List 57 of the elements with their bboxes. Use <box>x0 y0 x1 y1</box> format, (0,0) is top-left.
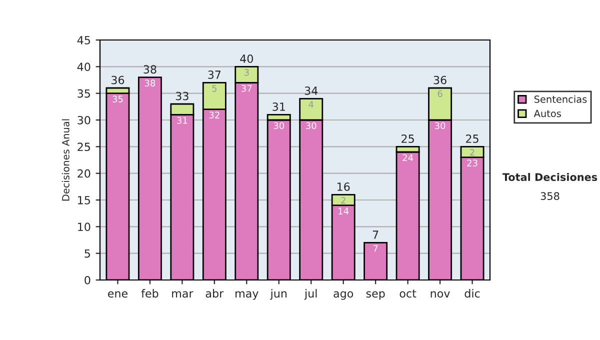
total-label: 36 <box>112 76 124 84</box>
x-tick-label: sep <box>366 291 385 300</box>
y-axis-title: Decisiones Anual <box>62 119 70 201</box>
total-label: 16 <box>338 182 350 191</box>
data-label: 2 <box>341 196 346 204</box>
data-label: 2 <box>470 148 474 156</box>
data-label: 37 <box>242 84 252 92</box>
y-tick-label: 5 <box>84 249 90 258</box>
y-tick-label: 20 <box>78 169 90 178</box>
total-label: 37 <box>208 70 221 79</box>
y-tick-label: 30 <box>78 116 90 124</box>
y-tick-label: 35 <box>78 89 90 98</box>
total-label: 31 <box>272 102 285 111</box>
x-tick-label: dic <box>464 289 480 298</box>
data-label: 32 <box>209 112 220 118</box>
data-label: 14 <box>338 208 349 214</box>
total-label: 33 <box>176 92 188 100</box>
x-tick-label: ene <box>108 291 128 298</box>
total-label: 25 <box>466 134 478 143</box>
legend-label: Sentencias <box>534 95 587 103</box>
total-label: 40 <box>240 54 253 63</box>
x-tick-label: feb <box>141 289 158 298</box>
x-tick-label: nov <box>430 291 450 298</box>
y-tick-label: 45 <box>77 36 90 44</box>
data-label: 4 <box>308 101 314 108</box>
data-label: 7 <box>373 245 378 252</box>
total-label: 38 <box>144 65 156 74</box>
data-label: 30 <box>274 122 284 130</box>
data-label: 5 <box>212 85 217 92</box>
y-tick-label: 10 <box>78 222 90 232</box>
x-tick-label: mar <box>172 291 194 298</box>
text: 358 <box>540 192 560 200</box>
legend-label: Autos <box>534 110 561 118</box>
x-tick-label: oct <box>400 290 416 298</box>
data-label: 3 <box>244 68 249 76</box>
x-tick-label: jun <box>270 289 287 300</box>
y-tick-label: 40 <box>77 62 90 72</box>
total-label: 34 <box>304 86 318 95</box>
y-tick-label: 15 <box>78 196 90 204</box>
data-label: 30 <box>306 122 316 130</box>
x-tick-label: may <box>236 291 258 300</box>
x-tick-label: abr <box>206 289 224 298</box>
y-tick-label: 25 <box>78 142 90 152</box>
data-label: 31 <box>177 116 188 124</box>
data-label: 24 <box>402 154 414 161</box>
y-tick-label: 0 <box>84 276 90 284</box>
data-label: 35 <box>112 96 123 102</box>
x-tick-label: jul <box>304 289 317 300</box>
x-tick-label: ago <box>334 291 354 300</box>
total-label: 7 <box>372 230 378 239</box>
total-label: 36 <box>434 76 446 84</box>
data-label: 30 <box>434 122 446 130</box>
data-label: 23 <box>467 160 478 166</box>
text: Total Decisiones <box>502 172 598 182</box>
data-label: 6 <box>438 90 442 98</box>
data-label: 38 <box>144 80 156 86</box>
total-label: 25 <box>402 134 414 143</box>
